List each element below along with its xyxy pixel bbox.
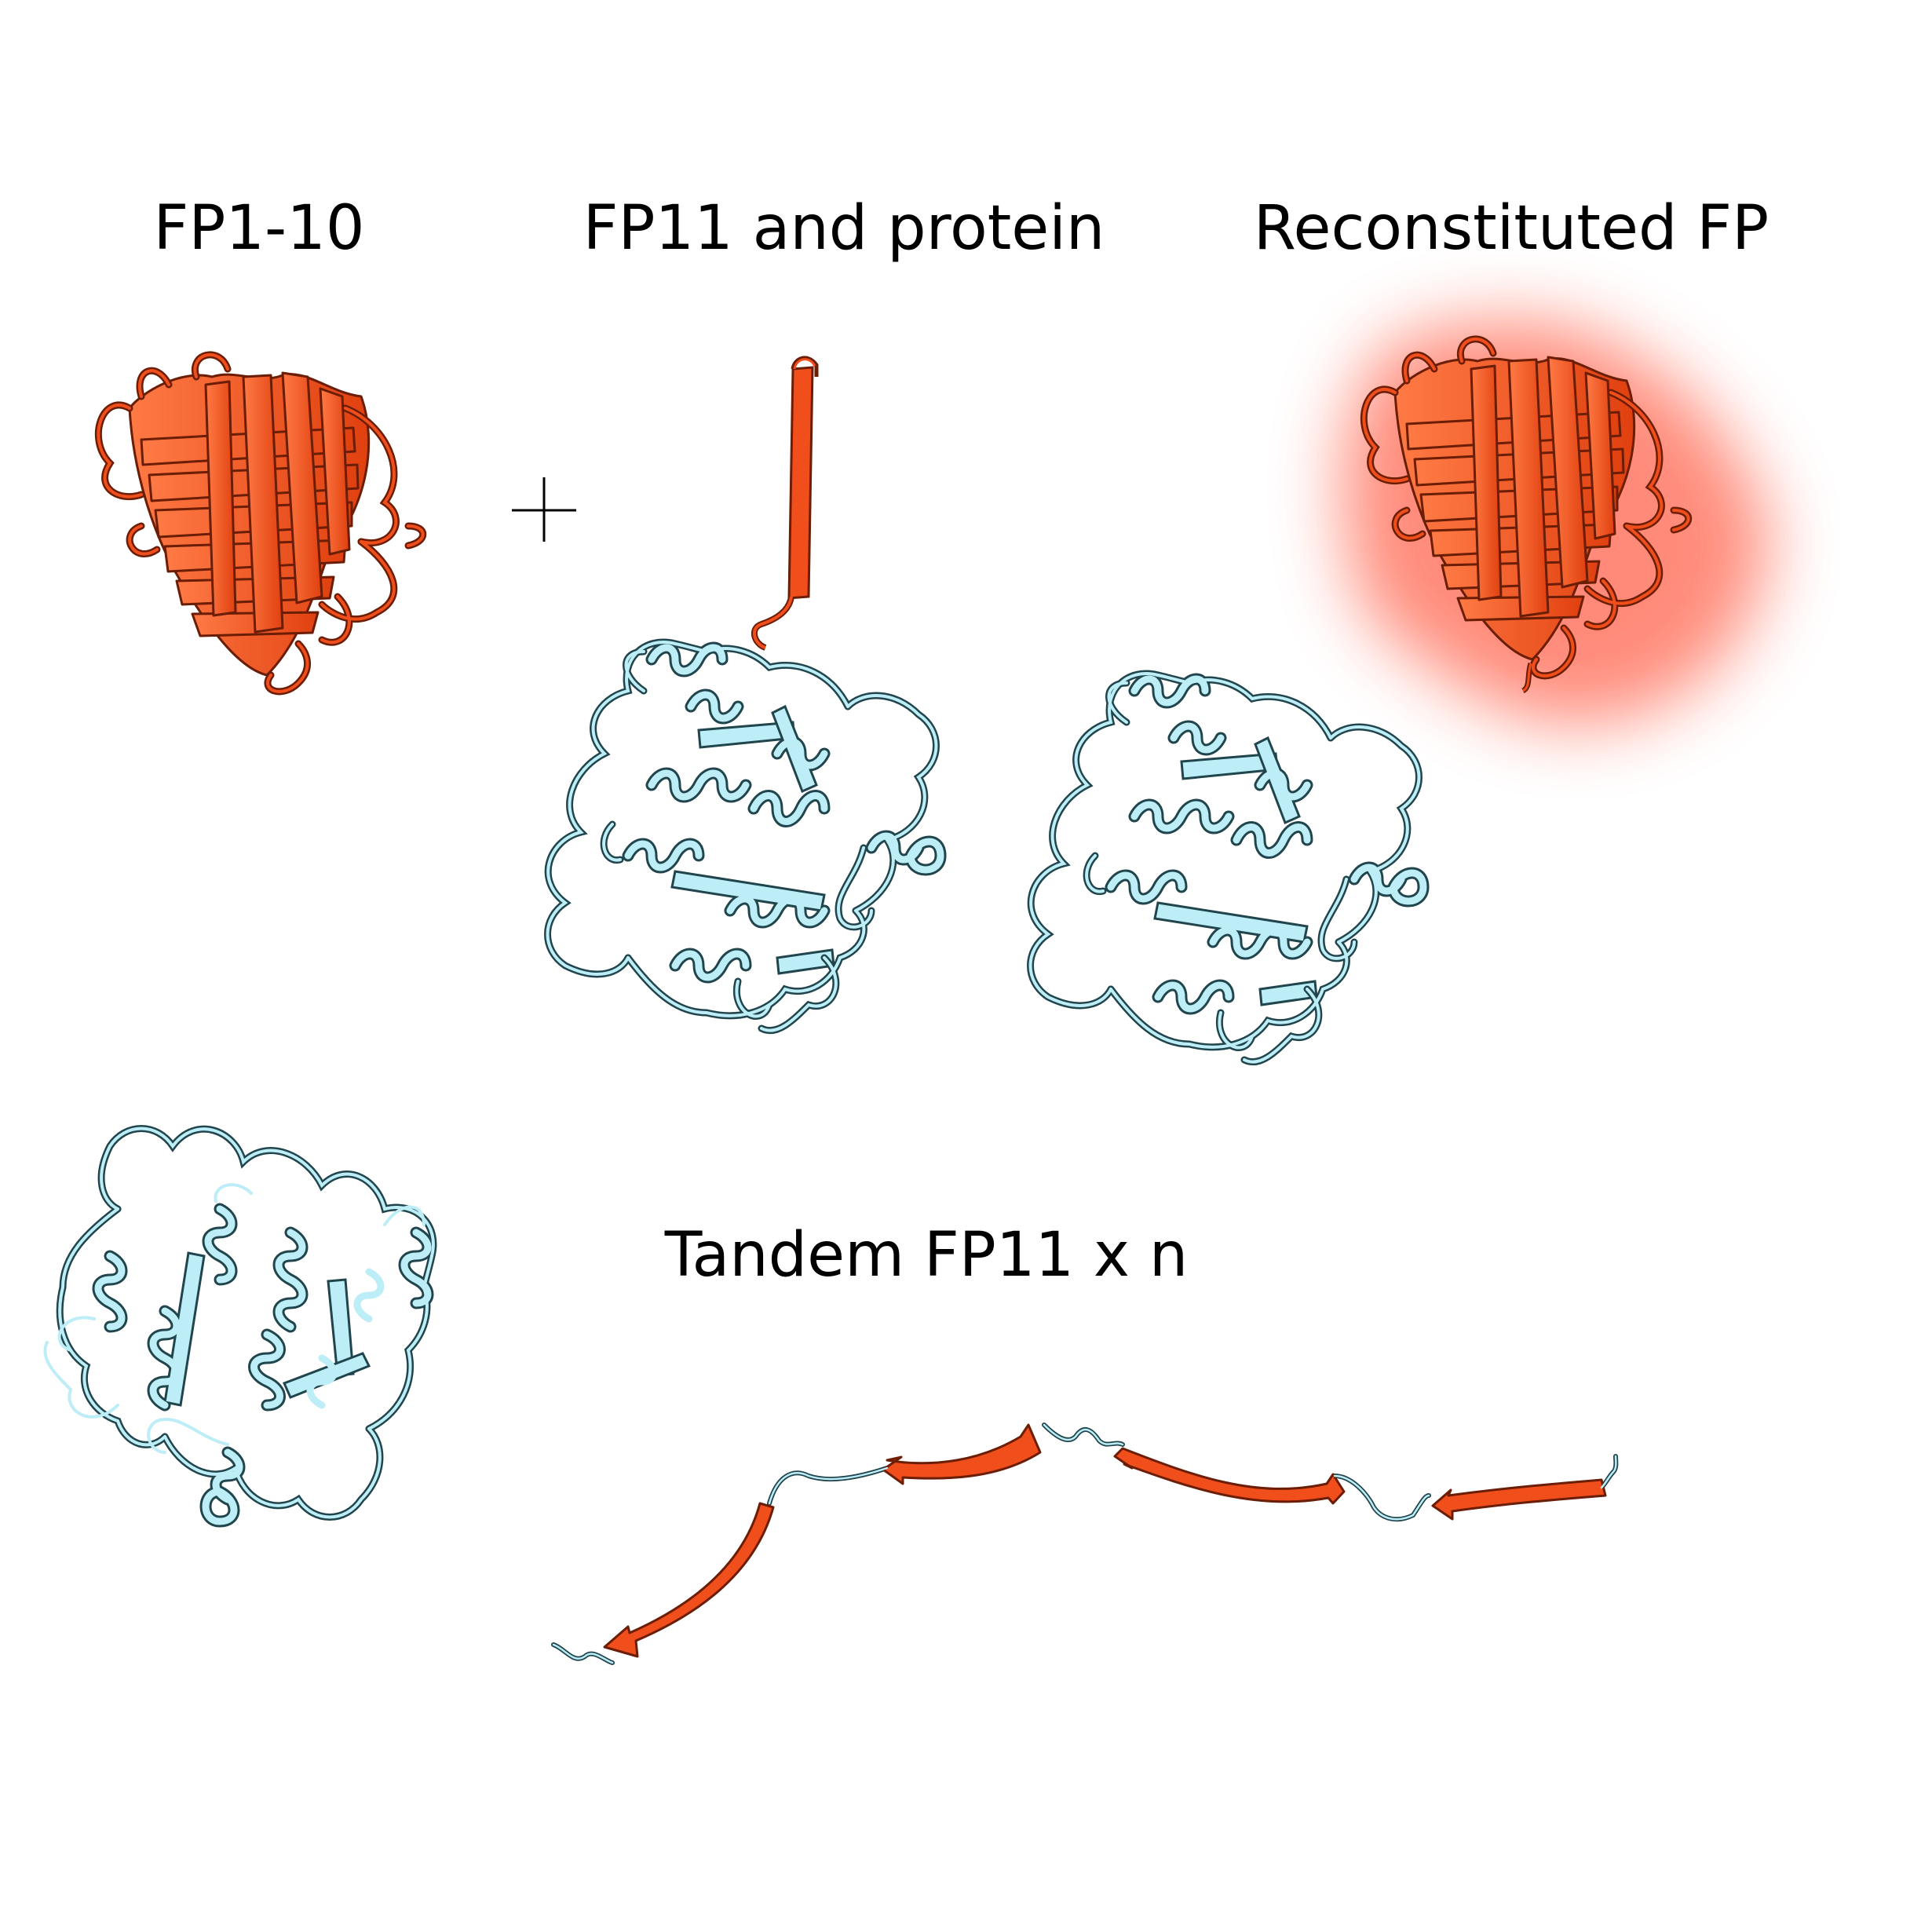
fp11-strand — [751, 356, 819, 651]
fp1-10-strands — [128, 371, 371, 677]
label-fp11-and-protein: FP11 and protein — [583, 193, 1105, 264]
fp11-strand-1 — [603, 1502, 775, 1658]
fp11-strand-4 — [1431, 1478, 1607, 1521]
fp11-strand-3 — [1113, 1447, 1346, 1505]
protein-domain-middle — [544, 638, 947, 1035]
tandem-fp11-chain — [551, 1423, 1619, 1665]
label-fp1-10: FP1-10 — [153, 193, 365, 264]
tandem-protein-domain — [56, 1125, 437, 1528]
fp11-strand-2 — [882, 1423, 1042, 1485]
plus-sign — [512, 477, 576, 542]
fp1-10-barrel — [94, 351, 427, 696]
reconstituted-linker — [1521, 662, 1534, 694]
label-reconstituted-fp: Reconstituted FP — [1253, 193, 1769, 264]
label-tandem-fp11: Tandem FP11 x n — [664, 1220, 1189, 1291]
protein-domain-right — [1027, 670, 1430, 1066]
